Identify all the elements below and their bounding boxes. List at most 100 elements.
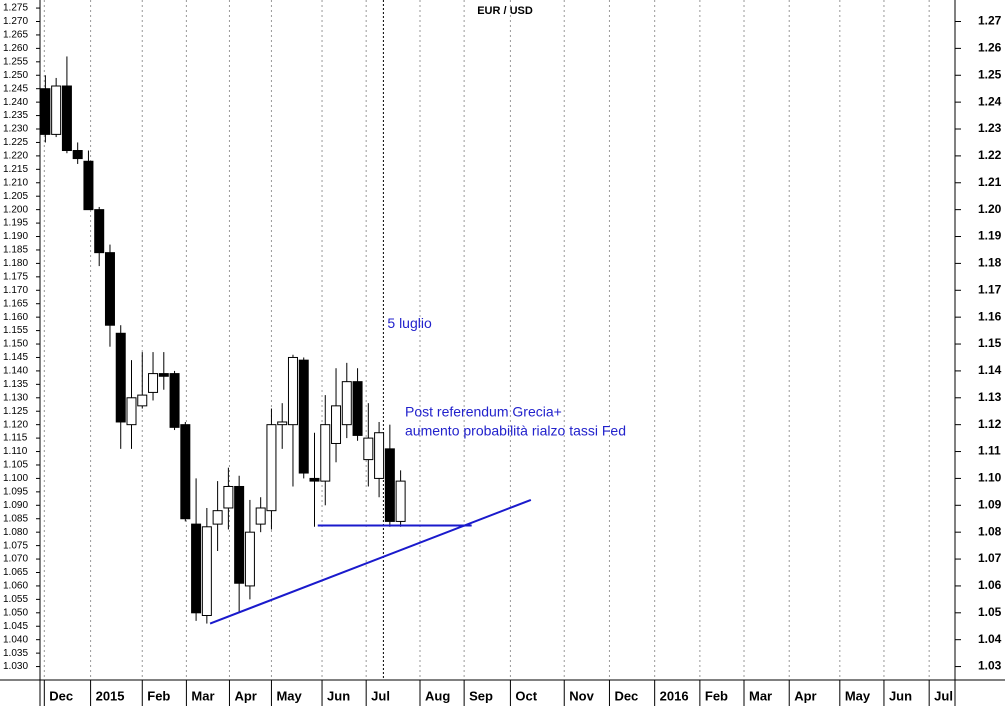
candle-body xyxy=(180,424,191,520)
candle-body xyxy=(384,448,395,522)
y-tick-label: 1.255 xyxy=(3,56,28,67)
candle-body xyxy=(72,150,83,160)
candle-body xyxy=(374,432,385,479)
candle-body xyxy=(395,480,406,522)
y-tick-label: 1.165 xyxy=(3,298,28,309)
y-tick-label: 1.035 xyxy=(3,648,28,659)
y-tick-label: 1.275 xyxy=(3,3,28,14)
candle-body xyxy=(244,531,255,587)
y-tick-label: 1.055 xyxy=(3,594,28,605)
candle-body xyxy=(363,437,374,461)
y2-tick-label: 1.08 xyxy=(978,524,1002,538)
candle-body xyxy=(352,381,363,436)
event-label: 5 luglio xyxy=(387,315,432,331)
y2-tick-label: 1.25 xyxy=(978,67,1002,81)
candle-body xyxy=(83,160,94,211)
y2-tick-label: 1.04 xyxy=(978,632,1002,646)
x-tick-label: Mar xyxy=(749,688,772,703)
y2-tick-label: 1.07 xyxy=(978,551,1002,565)
x-tick-label: Jul xyxy=(934,688,953,703)
candle-body xyxy=(61,85,72,152)
x-tick-label: Sep xyxy=(469,688,493,703)
y-tick-label: 1.145 xyxy=(3,352,28,363)
y-tick-label: 1.095 xyxy=(3,486,28,497)
candle-body xyxy=(223,485,234,509)
y-tick-label: 1.110 xyxy=(3,446,28,457)
x-tick-label: 2016 xyxy=(660,688,689,703)
y-tick-label: 1.250 xyxy=(3,70,28,81)
y2-tick-label: 1.21 xyxy=(978,175,1002,189)
candle-body xyxy=(341,381,352,426)
candle-body xyxy=(191,523,202,614)
trend-line xyxy=(209,498,532,625)
candle-body xyxy=(51,85,62,135)
y-tick-label: 1.085 xyxy=(3,513,28,524)
y-tick-label: 1.170 xyxy=(3,285,28,296)
y-tick-label: 1.270 xyxy=(3,16,28,27)
x-tick-label: Nov xyxy=(569,688,594,703)
y-tick-label: 1.210 xyxy=(3,177,28,188)
candle-body xyxy=(137,394,148,407)
y2-tick-label: 1.23 xyxy=(978,121,1002,135)
y2-tick-label: 1.24 xyxy=(978,94,1002,108)
y-tick-label: 1.205 xyxy=(3,191,28,202)
chart-title: EUR / USD xyxy=(477,5,533,17)
y2-tick-label: 1.11 xyxy=(978,444,1001,458)
candle-body xyxy=(277,421,288,426)
x-tick-label: 2015 xyxy=(96,688,125,703)
y2-tick-label: 1.10 xyxy=(978,471,1002,485)
y-tick-label: 1.115 xyxy=(3,433,28,444)
x-tick-label: Apr xyxy=(234,688,256,703)
y2-tick-label: 1.27 xyxy=(978,14,1002,28)
y-tick-label: 1.225 xyxy=(3,137,28,148)
candle-body xyxy=(234,485,245,584)
y2-tick-label: 1.12 xyxy=(978,417,1002,431)
y-tick-label: 1.030 xyxy=(3,661,28,672)
y-tick-label: 1.130 xyxy=(3,392,28,403)
candle-body xyxy=(287,356,298,426)
y-tick-label: 1.070 xyxy=(3,554,28,565)
candle-body xyxy=(158,373,169,377)
annotation: Post referendum Grecia+ xyxy=(405,403,562,419)
y-tick-label: 1.065 xyxy=(3,567,28,578)
candle-body xyxy=(331,405,342,444)
candle-body xyxy=(298,359,309,474)
y2-tick-label: 1.22 xyxy=(978,148,1002,162)
candle-body xyxy=(266,424,277,512)
y-tick-label: 1.195 xyxy=(3,218,28,229)
y-tick-label: 1.160 xyxy=(3,312,28,323)
y-tick-label: 1.060 xyxy=(3,581,28,592)
y-tick-label: 1.105 xyxy=(3,460,28,471)
y2-tick-label: 1.15 xyxy=(978,336,1002,350)
candle-body xyxy=(115,332,126,423)
y-tick-label: 1.215 xyxy=(3,164,28,175)
x-tick-label: Feb xyxy=(147,688,170,703)
x-tick-label: Feb xyxy=(705,688,728,703)
y2-tick-label: 1.14 xyxy=(978,363,1002,377)
y2-tick-label: 1.13 xyxy=(978,390,1002,404)
y-tick-label: 1.240 xyxy=(3,97,28,108)
y2-tick-label: 1.17 xyxy=(978,282,1002,296)
annotation: aumento probabilità rialzo tassi Fed xyxy=(405,422,626,438)
candle-body xyxy=(201,526,212,616)
y-tick-label: 1.235 xyxy=(3,110,28,121)
candle-body xyxy=(320,424,331,482)
y-tick-label: 1.080 xyxy=(3,527,28,538)
candle-body xyxy=(40,88,51,135)
y-tick-label: 1.260 xyxy=(3,43,28,54)
y-tick-label: 1.050 xyxy=(3,607,28,618)
y-tick-label: 1.230 xyxy=(3,124,28,135)
x-tick-label: Apr xyxy=(794,688,816,703)
y2-tick-label: 1.18 xyxy=(978,256,1002,270)
x-tick-label: May xyxy=(845,688,871,703)
y-tick-label: 1.265 xyxy=(3,30,28,41)
x-tick-label: Jun xyxy=(327,688,350,703)
y-tick-label: 1.190 xyxy=(3,231,28,242)
y-tick-label: 1.040 xyxy=(3,634,28,645)
x-tick-label: Dec xyxy=(614,688,638,703)
y-tick-label: 1.140 xyxy=(3,366,28,377)
x-tick-label: Aug xyxy=(425,688,450,703)
x-tick-label: Mar xyxy=(191,688,214,703)
